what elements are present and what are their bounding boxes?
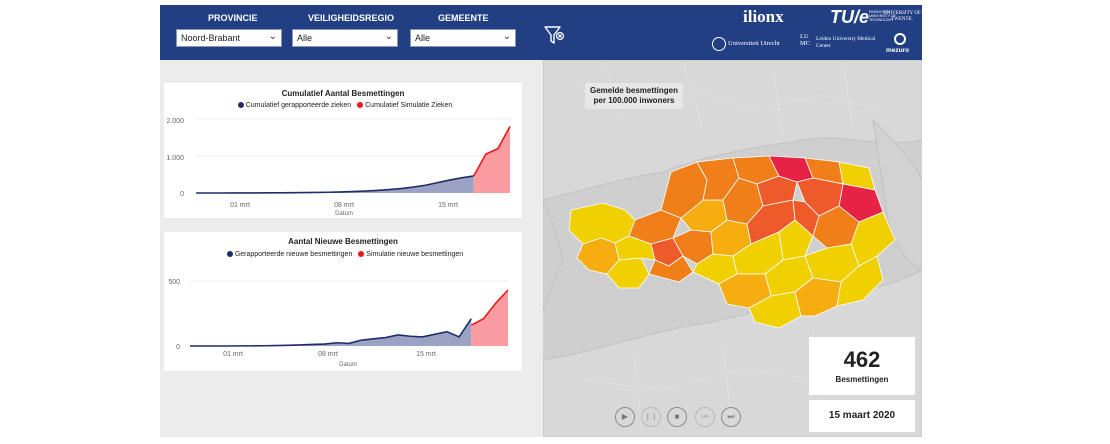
- pause-button[interactable]: ❙❙: [641, 407, 661, 427]
- legend-label: Cumulatief Simulatie Zieken: [365, 102, 453, 109]
- gemeente-label: GEMEENTE: [438, 13, 489, 23]
- cumulative-chart-plot: 2.000 1.000 0 01 mrt 08 mrt 15 mrt Datum: [166, 118, 511, 217]
- y-tick-label: 1.000: [166, 155, 184, 162]
- series-line-0: [190, 318, 472, 347]
- utrecht-seal-icon: [712, 37, 726, 51]
- previous-button[interactable]: ⏮: [695, 407, 715, 427]
- gemeente-dropdown[interactable]: Alle ⌄: [410, 29, 516, 47]
- chart-legend: Gerapporteerde nieuwe besmettingen Simul…: [164, 251, 522, 258]
- provincie-label: PROVINCIE: [208, 13, 258, 23]
- provincie-dropdown[interactable]: Noord-Brabant ⌄: [176, 29, 282, 47]
- legend-marker: [226, 251, 233, 257]
- dashboard: PROVINCIE Noord-Brabant ⌄ VEILIGHEIDSREG…: [160, 5, 922, 437]
- lumc-logo: Leiden University Medical Center: [816, 36, 876, 49]
- series-area-0: [190, 318, 472, 346]
- kpi-card: 462 Besmettingen: [809, 337, 915, 395]
- x-tick-label: 01 mrt: [223, 351, 243, 358]
- play-button[interactable]: ▶: [615, 407, 635, 427]
- x-tick-label: 15 mrt: [416, 351, 436, 358]
- series-line-1: [470, 289, 509, 326]
- gemeente-value: Alle: [415, 33, 431, 43]
- date-display: 15 maart 2020: [809, 400, 915, 432]
- utrecht-logo: Universiteit Utrecht: [728, 40, 780, 47]
- y-tick-label: 0: [176, 344, 180, 351]
- kpi-label: Besmettingen: [835, 375, 889, 384]
- lumc-mark: LUMC: [800, 33, 811, 47]
- mezuro-logo: mezuro: [886, 47, 910, 54]
- stop-button[interactable]: ■: [667, 407, 687, 427]
- chevron-down-icon: ⌄: [268, 31, 277, 42]
- tue-logo: TU/e: [830, 7, 870, 27]
- twente-logo: UNIVERSITY OF TWENTE.: [883, 11, 921, 22]
- y-tick-label: 0: [180, 191, 184, 198]
- chevron-down-icon: ⌄: [384, 31, 393, 42]
- chart-legend: Cumulatief gerapporteerde zieken Cumulat…: [164, 102, 522, 109]
- y-tick-label: 500: [168, 279, 180, 286]
- y-tick-label: 2.000: [166, 118, 184, 125]
- mezuro-circle-icon: [894, 33, 906, 45]
- cumulative-chart-card: Cumulatief Aantal Besmettingen Cumulatie…: [164, 83, 522, 218]
- new-chart-plot: 500 0 01 mrt 08 mrt 15 mrt Datum: [168, 279, 509, 368]
- brabant-municipalities[interactable]: [568, 155, 896, 329]
- chart-title: Cumulatief Aantal Besmettingen: [281, 89, 405, 98]
- map-legend-label: Gemelde besmettingen per 100.000 inwoner…: [585, 83, 683, 109]
- x-axis-title: Datum: [339, 362, 357, 368]
- clear-filter-icon[interactable]: [544, 24, 566, 46]
- filter-header: PROVINCIE Noord-Brabant ⌄ VEILIGHEIDSREG…: [160, 5, 922, 60]
- kpi-value: 462: [843, 347, 881, 372]
- legend-label: Simulatie nieuwe besmettingen: [366, 251, 464, 258]
- legend-marker: [357, 102, 364, 108]
- series-area-1: [471, 290, 508, 346]
- chevron-down-icon: ⌄: [502, 31, 511, 42]
- next-button[interactable]: ⏭: [721, 407, 741, 427]
- legend-marker: [237, 102, 244, 108]
- new-chart-card: Aantal Nieuwe Besmettingen Gerapporteerd…: [164, 232, 522, 371]
- provincie-value: Noord-Brabant: [181, 33, 241, 43]
- x-tick-label: 08 mrt: [318, 351, 338, 358]
- tue-subtitle: EINDHOVEN UNIVERSITY OF TECHNOLOGY: [869, 10, 896, 22]
- veiligheidsregio-label: VEILIGHEIDSREGIO: [308, 13, 395, 23]
- series-line-1: [473, 126, 511, 177]
- series-line-0: [196, 175, 474, 194]
- x-tick-label: 01 mrt: [230, 202, 250, 209]
- legend-marker: [358, 251, 365, 257]
- x-tick-label: 15 mrt: [438, 202, 458, 209]
- veiligheidsregio-value: Alle: [297, 33, 313, 43]
- chart-title: Aantal Nieuwe Besmettingen: [288, 237, 398, 246]
- legend-label: Cumulatief gerapporteerde zieken: [245, 102, 352, 109]
- ilionx-logo: ilionx: [743, 7, 784, 26]
- x-axis-title: Datum: [335, 211, 353, 217]
- legend-label: Gerapporteerde nieuwe besmettingen: [234, 251, 353, 258]
- x-tick-label: 08 mrt: [334, 202, 354, 209]
- choropleth-map[interactable]: [543, 60, 922, 437]
- veiligheidsregio-dropdown[interactable]: Alle ⌄: [292, 29, 398, 47]
